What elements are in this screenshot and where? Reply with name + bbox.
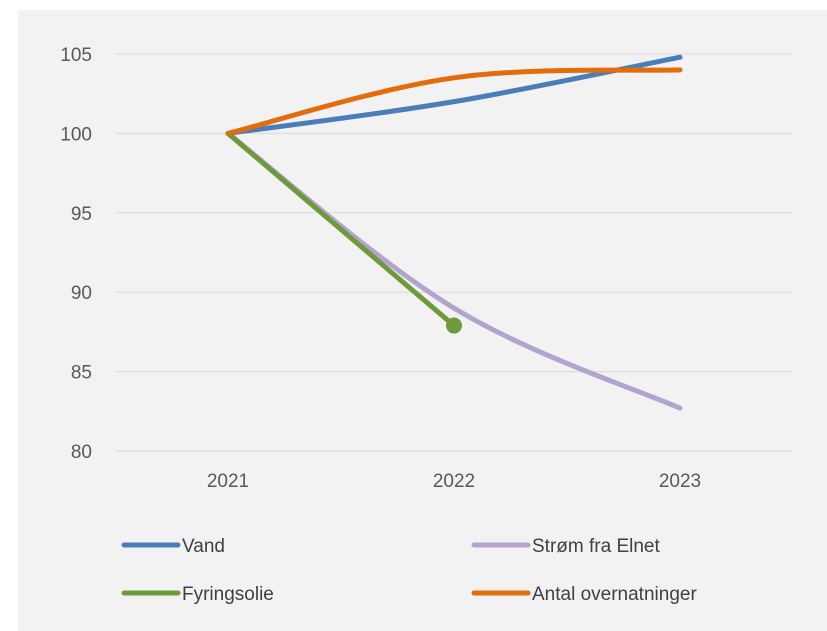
- legend-label: Antal overnatninger: [532, 584, 697, 605]
- chart-panel: [18, 10, 827, 631]
- series-lines: [225, 54, 683, 411]
- legend-label: Vand: [182, 536, 225, 557]
- legend: Vand Strøm fra Elnet Fyringsolie Antal over…: [121, 536, 697, 605]
- y-tick-label: 95: [71, 204, 92, 225]
- axes: 80 85 90 95 100 105 2021 2022 2023: [60, 45, 793, 492]
- x-tick-label: 2022: [433, 471, 475, 492]
- series-line-antal-overnatninger: [225, 67, 683, 136]
- y-tick-label: 90: [71, 283, 92, 304]
- series-line-str-m-fra-elnet: [225, 130, 683, 411]
- y-tick-label: 100: [60, 124, 92, 145]
- y-tick-label: 80: [71, 442, 92, 463]
- x-tick-label: 2023: [659, 471, 701, 492]
- series-line-fyringsolie: [225, 130, 457, 329]
- series-marker-fyringsolie: [446, 317, 462, 334]
- legend-label: Strøm fra Elnet: [532, 536, 660, 557]
- y-tick-label: 105: [60, 45, 92, 66]
- y-tick-label: 85: [71, 363, 92, 384]
- x-tick-label: 2021: [207, 471, 249, 492]
- legend-label: Fyringsolie: [182, 584, 274, 605]
